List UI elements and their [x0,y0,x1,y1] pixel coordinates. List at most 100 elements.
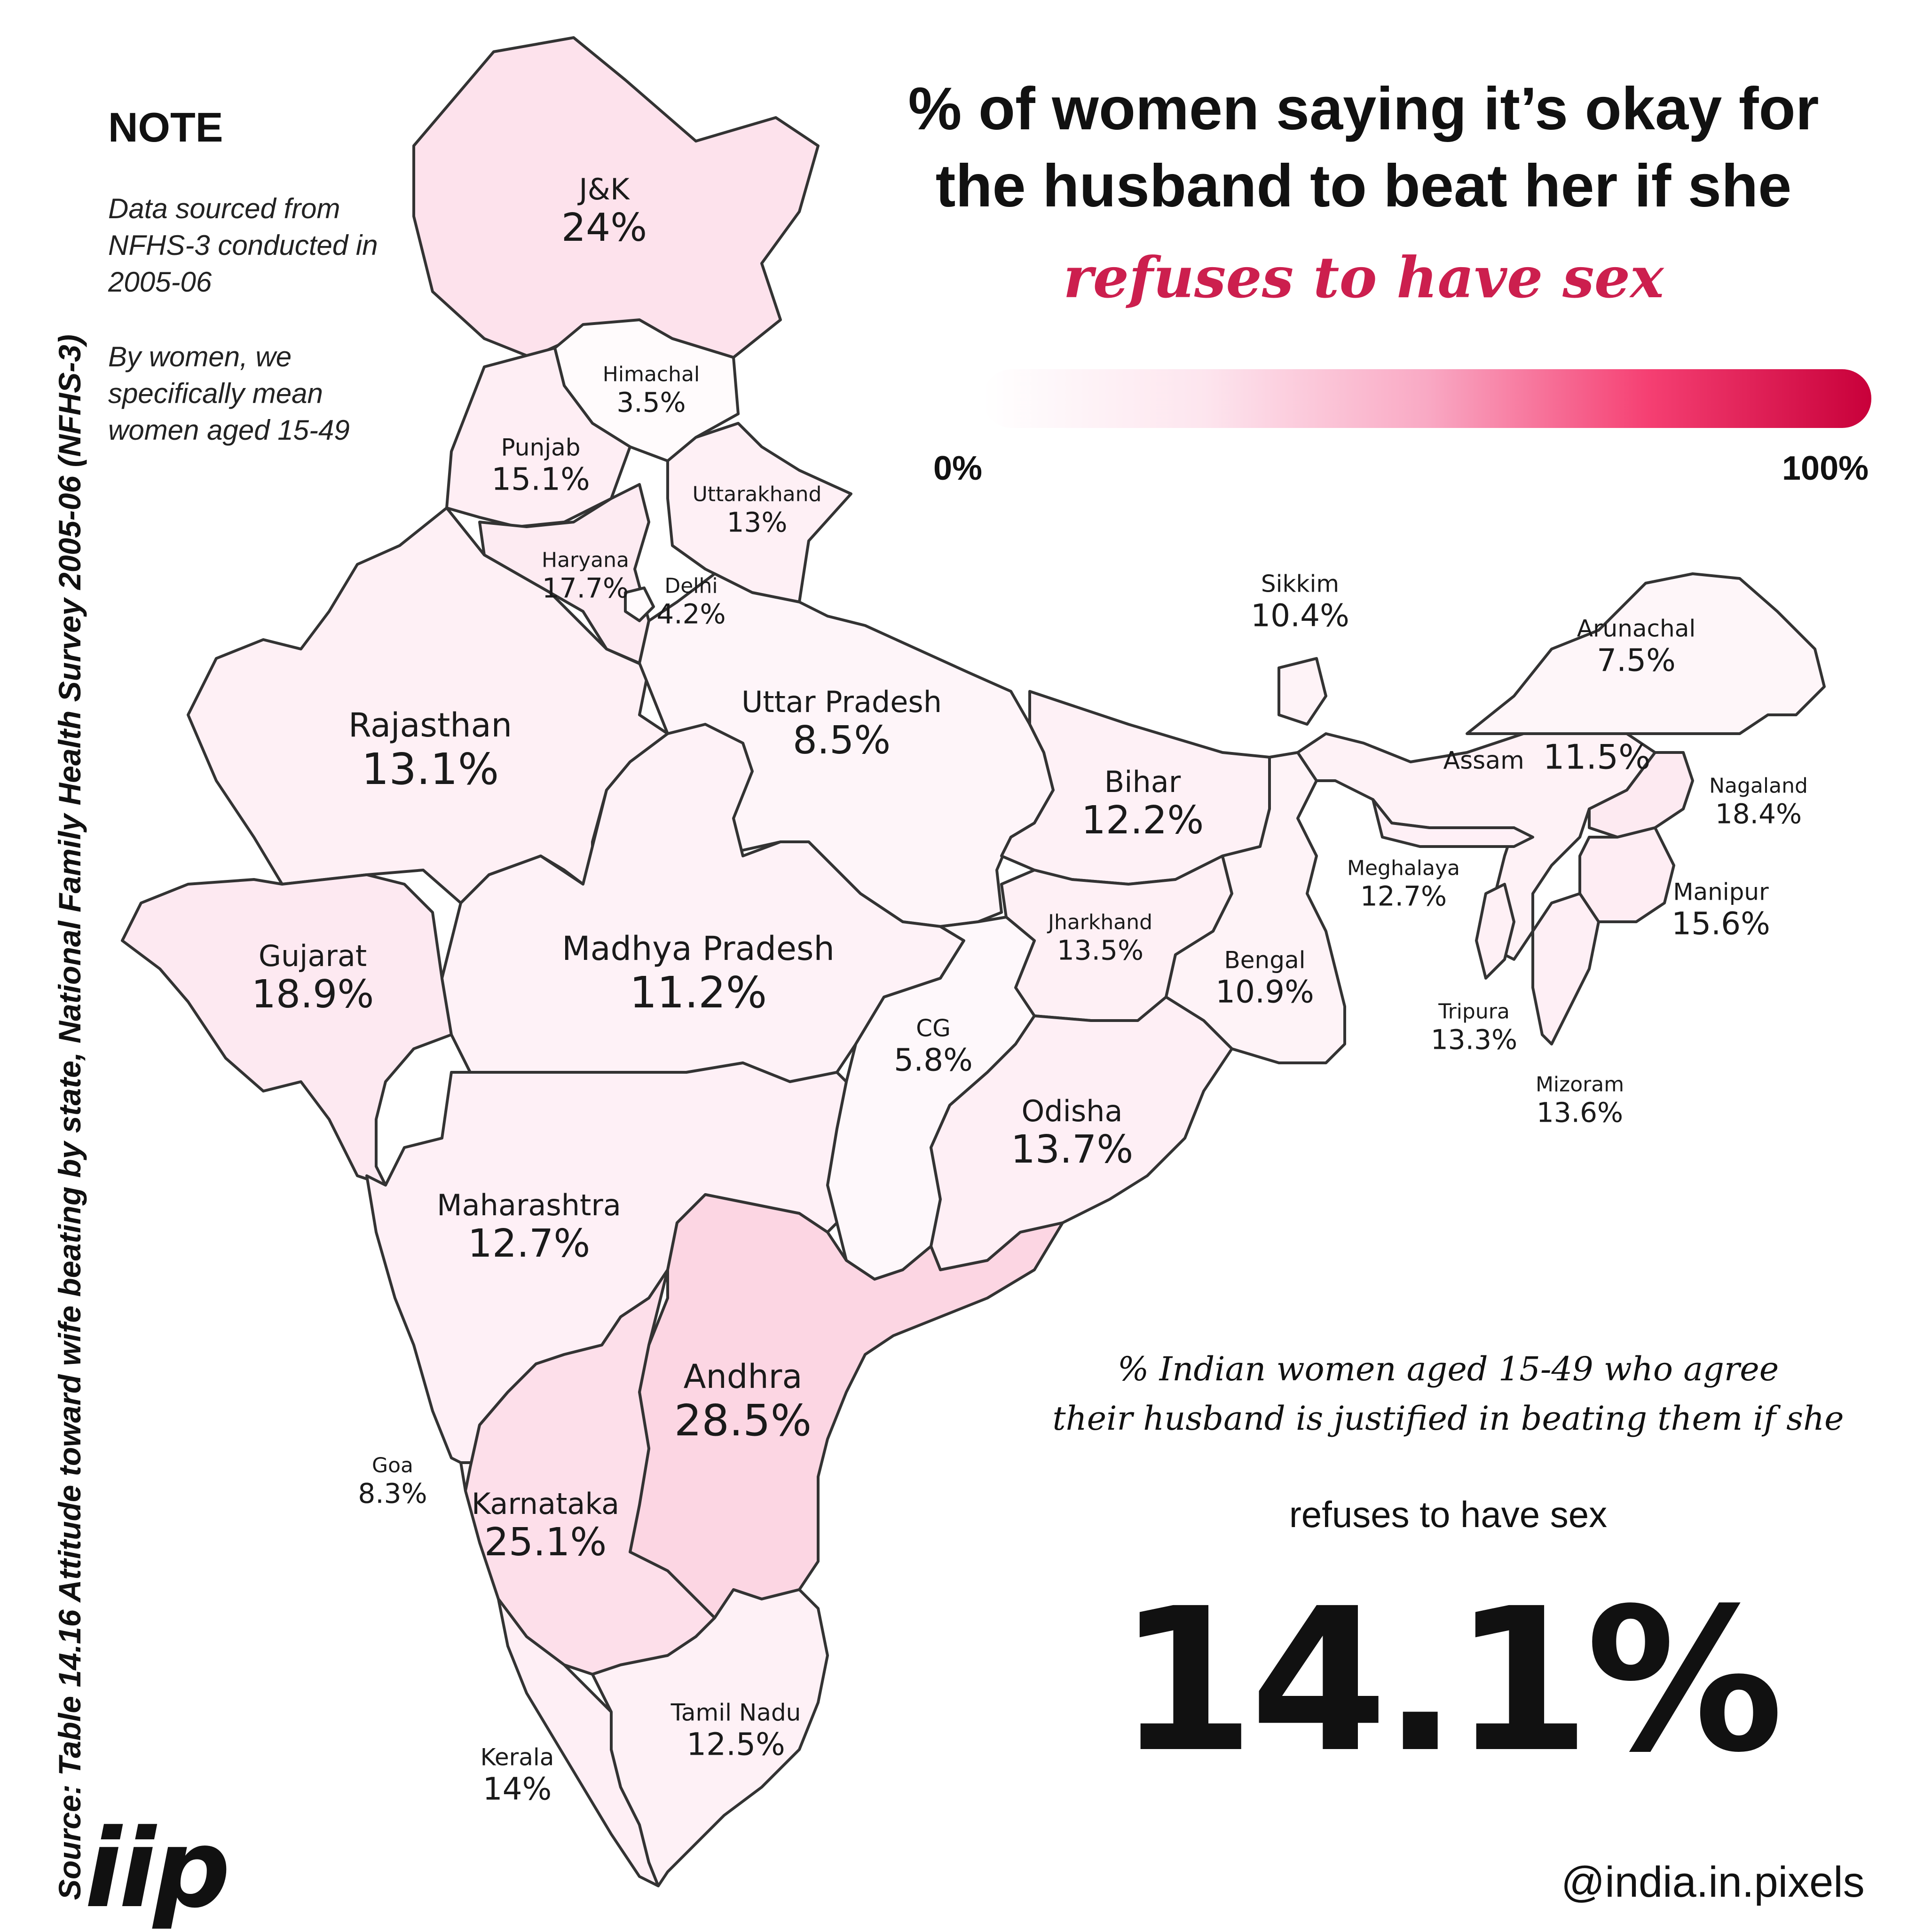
state-value: 13.3% [1430,1023,1518,1055]
state-value: 3.5% [616,386,686,418]
state-name: Bihar [1104,765,1181,800]
state-value: 7.5% [1597,641,1676,678]
state-value: 13.5% [1057,934,1144,966]
region-uttarakhand [666,422,852,603]
state-name: Sikkim [1261,570,1340,598]
region-arunachal [1466,572,1826,735]
state-name: Kerala [480,1743,554,1771]
label-up: Uttar Pradesh 8.5% [741,685,942,763]
state-value: 13.6% [1536,1096,1624,1128]
region-punjab [445,347,631,528]
label-odisha: Odisha 13.7% [1011,1094,1134,1172]
note-heading: NOTE [108,104,223,150]
note-line: NFHS-3 conducted in [108,230,378,261]
note-line: Data sourced from [108,193,340,224]
title-accent: refuses to have sex [1063,245,1664,311]
state-name: Manipur [1673,878,1769,906]
label-mp: Madhya Pradesh 11.2% [562,930,835,1017]
state-name: Himachal [602,362,700,387]
label-goa: Goa 8.3% [358,1454,427,1509]
state-name: Mizoram [1535,1072,1624,1097]
state-value: 18.9% [251,972,374,1017]
region-mizoram [1531,892,1600,1045]
source-citation: Source: Table 14.16 Attitude toward wife… [52,334,87,1900]
state-name: Delhi [664,574,718,598]
label-sikkim: Sikkim 10.4% [1251,570,1349,633]
label-mizoram: Mizoram 13.6% [1536,1073,1624,1128]
state-name: Gujarat [258,939,367,974]
state-value: 13.7% [1010,1127,1134,1172]
state-name: Jharkhand [1048,910,1153,934]
note-line: women aged 15-49 [108,414,350,446]
label-himachal: Himachal 3.5% [603,363,700,418]
label-delhi: Delhi 4.2% [656,574,725,629]
region-jk [412,36,820,359]
brand-handle: @india.in.pixels [1561,1858,1865,1906]
label-meghalaya: Meghalaya 12.7% [1347,856,1460,911]
state-value: 12.7% [1360,879,1447,912]
state-value: 10.4% [1251,597,1349,633]
state-value: 24% [561,206,647,251]
state-name: Nagaland [1709,774,1808,798]
region-gujarat [121,873,453,1187]
state-value: 10.9% [1215,973,1314,1010]
state-value: 11.2% [629,967,767,1018]
region-nagaland [1588,751,1694,839]
state-name: Arunachal [1577,615,1696,642]
note-paragraph-1: Data sourced from NFHS-3 conducted in 20… [108,190,414,301]
state-name: CG [916,1014,951,1042]
region-sikkim [1277,657,1327,726]
state-name: Andhra [683,1357,803,1396]
state-value: 13.1% [361,744,499,794]
region-meghalaya [1372,798,1534,848]
state-value: 28.5% [674,1395,812,1446]
state-value: 17.7% [542,571,629,604]
state-name: Karnataka [471,1487,620,1521]
state-name: Madhya Pradesh [562,929,835,968]
label-assam: Assam 11.5% [1443,737,1651,777]
summary-line-1: % Indian women aged 15-49 who agree [1117,1350,1779,1388]
state-name: Punjab [501,434,581,461]
label-jk: J&K 24% [561,173,647,251]
label-haryana: Haryana 17.7% [542,548,629,603]
state-value: 12.7% [467,1221,591,1267]
title-line-1: % of women saying it’s okay for [908,75,1819,143]
label-maharashtra: Maharashtra 12.7% [437,1188,621,1267]
state-name: Tripura [1438,999,1510,1024]
title-line-2: the husband to beat her if she [935,152,1792,220]
state-name: Uttar Pradesh [741,685,942,720]
label-tripura: Tripura 13.3% [1431,1000,1517,1055]
label-bengal: Bengal 10.9% [1215,947,1314,1009]
label-arunachal: Arunachal 7.5% [1577,615,1696,678]
brand-logo: iip [85,1806,230,1932]
state-name: Goa [372,1453,413,1478]
state-name: Bengal [1224,946,1306,974]
scale-min-label: 0% [933,450,983,487]
label-uttarakhand: Uttarakhand 13% [693,483,822,538]
state-value: 15.1% [491,460,590,497]
note-line: specifically mean [108,378,323,409]
label-andhra: Andhra 28.5% [674,1358,812,1445]
region-tripura [1475,883,1515,980]
state-value: 25.1% [484,1520,607,1565]
label-cg: CG 5.8% [894,1015,973,1077]
note-paragraph-2: By women, we specifically mean women age… [108,339,414,449]
state-value: 15.6% [1672,905,1770,942]
label-karnataka: Karnataka 25.1% [472,1487,619,1565]
region-manipur [1578,826,1675,923]
label-gujarat: Gujarat 18.9% [252,939,374,1017]
state-value: 4.2% [656,597,726,630]
state-value: 18.4% [1715,797,1802,830]
region-tn [591,1588,829,1887]
state-name: J&K [579,172,630,207]
summary-line-2: their husband is justified in beating th… [1052,1399,1844,1438]
state-value: 12.2% [1081,798,1204,843]
state-name: Odisha [1021,1094,1123,1129]
label-bihar: Bihar 12.2% [1081,765,1204,843]
state-value: 11.5% [1543,737,1651,777]
state-value: 8.5% [792,718,891,763]
state-name: Rajasthan [348,705,512,744]
state-value: 12.5% [686,1726,785,1762]
region-delhi [624,586,655,622]
state-name: Tamil Nadu [670,1699,801,1726]
